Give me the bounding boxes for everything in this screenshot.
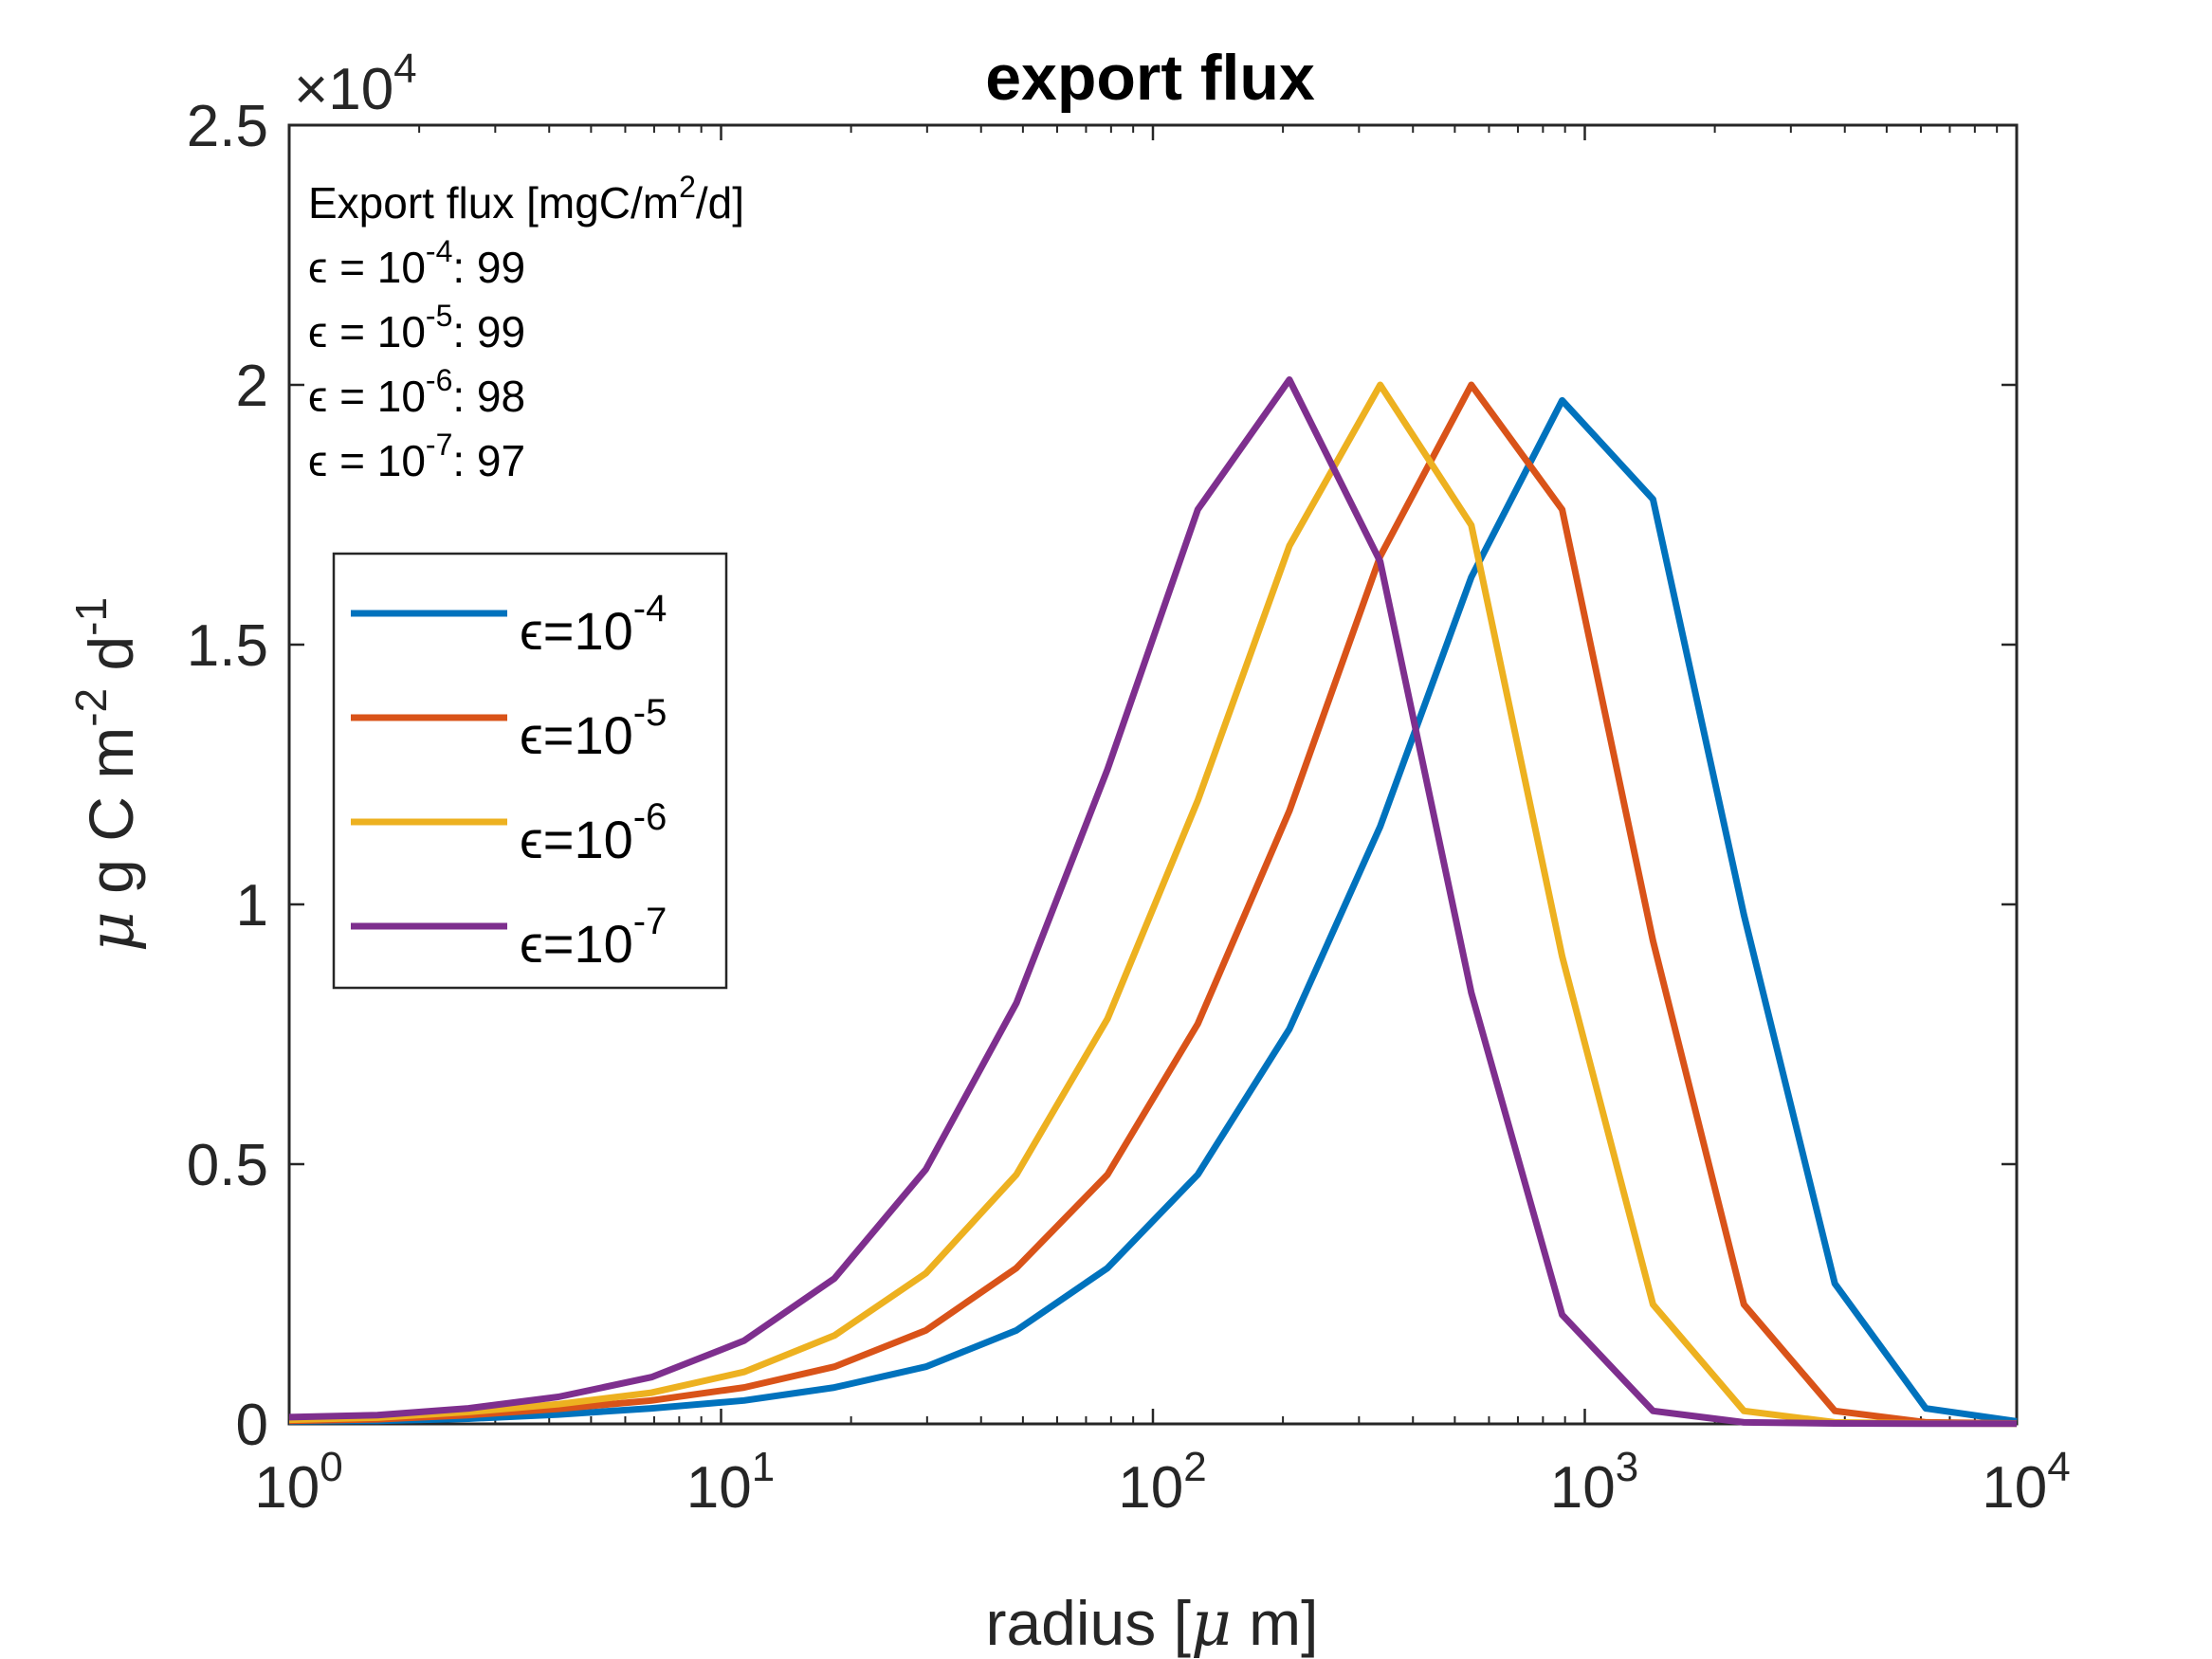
x-tick-label: 100: [254, 1444, 342, 1521]
legend-box: [332, 552, 728, 990]
y-tick-label: 2: [236, 354, 268, 419]
annotation-row: ϵ = 10-5: 99: [308, 299, 525, 356]
legend: ϵ=10-4 ϵ=10-5 ϵ=10-6 ϵ=10-7: [332, 552, 728, 990]
annotation-row: ϵ = 10-7: 97: [308, 428, 525, 485]
series-line-2: [288, 381, 2018, 1427]
annotation-row: ϵ = 10-6: 98: [308, 363, 525, 421]
x-axis-label: radius [μ m]: [986, 1587, 1319, 1659]
y-tick-labels: 0 0.5 1 1.5 2 2.5: [187, 94, 268, 1458]
x-tick-labels: 100 101 102 103 104: [254, 1444, 2070, 1521]
legend-label-2: ϵ=10-5: [520, 692, 667, 765]
y-axis-label: μ g C m-2 d-1: [66, 597, 148, 952]
x-tick-label: 103: [1550, 1444, 1638, 1521]
series-line-1: [288, 396, 2018, 1425]
chart-title: export flux: [985, 42, 1315, 114]
annotation-heading: Export flux [mgC/m2/d]: [308, 170, 744, 228]
legend-label-1: ϵ=10-4: [520, 588, 667, 661]
y-exponent-label: ×104: [294, 46, 417, 122]
legend-label-4: ϵ=10-7: [520, 901, 667, 974]
legend-label-3: ϵ=10-6: [520, 796, 667, 869]
series-lines: [288, 376, 2018, 1428]
series-line-4: [288, 376, 2017, 1428]
y-tick-label: 0: [236, 1393, 268, 1458]
y-tick-label: 0.5: [187, 1133, 268, 1198]
x-tick-label: 102: [1118, 1444, 1206, 1521]
annotation-row: ϵ = 10-4: 99: [308, 234, 525, 292]
x-tick-label: 101: [686, 1444, 775, 1521]
y-tick-label: 2.5: [187, 94, 268, 159]
y-tick-label: 1.5: [187, 613, 268, 679]
y-tick-label: 1: [236, 873, 268, 939]
x-tick-label: 104: [1982, 1444, 2070, 1521]
series-line-3: [288, 381, 2018, 1428]
export-flux-annotation: Export flux [mgC/m2/d] ϵ = 10-4: 99 ϵ = 10…: [308, 170, 744, 485]
